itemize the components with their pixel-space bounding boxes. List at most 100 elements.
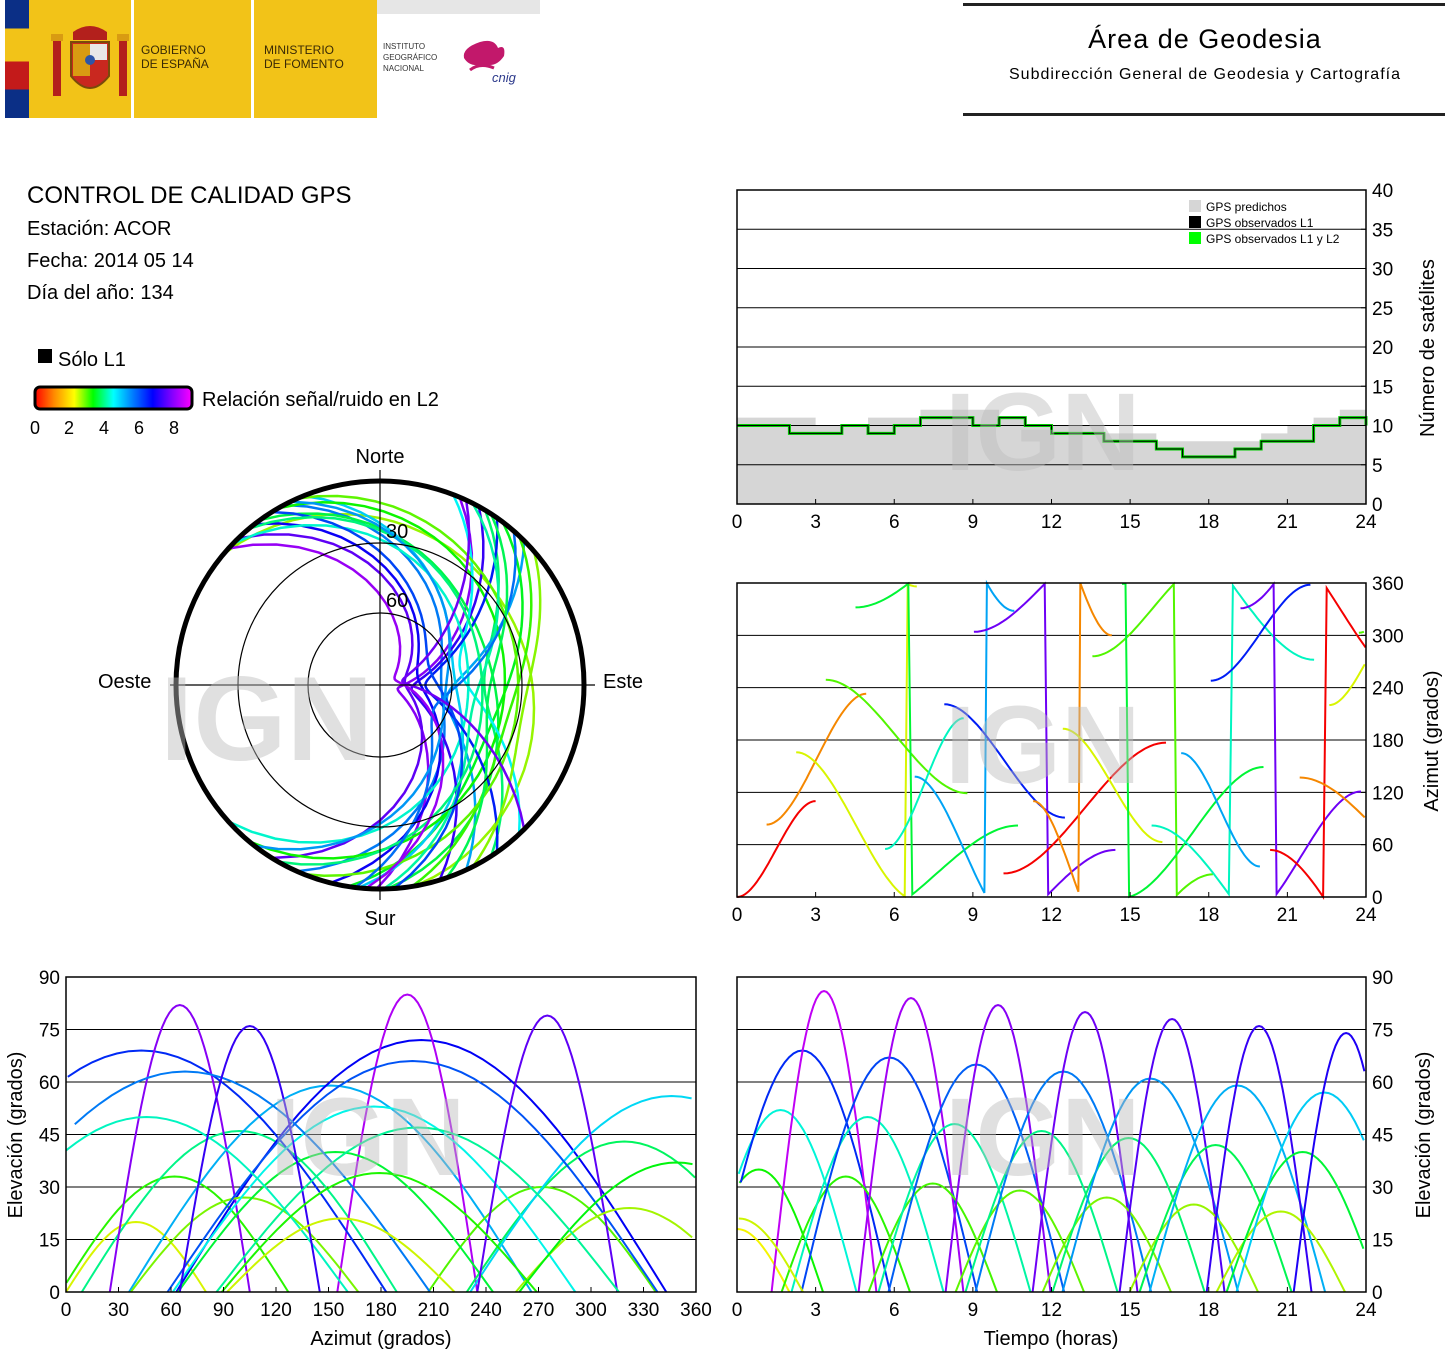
- legend-l1-label: GPS observados L1: [1206, 216, 1314, 230]
- elevation-time-xtick-label: 21: [1277, 1300, 1298, 1321]
- elevation-azimuth-track: [67, 1049, 388, 1293]
- banner-background: [5, 0, 377, 118]
- azimuth-time-xtick-label: 12: [1041, 905, 1062, 926]
- count-xtick-label: 6: [889, 512, 900, 533]
- elevation-azimuth-track: [108, 1003, 251, 1293]
- skyplot-track: [400, 499, 526, 830]
- azimuth-time-xtick-label: 15: [1120, 905, 1141, 926]
- azimuth-track: [766, 692, 867, 826]
- azimuth-time-xtick-label: 9: [968, 905, 979, 926]
- elevation-time-xlabel: Tiempo (horas): [984, 1328, 1119, 1350]
- elevation-time-xtick-label: 6: [889, 1300, 900, 1321]
- azimuth-track: [1210, 583, 1311, 682]
- elevation-azimuth-track: [177, 1150, 494, 1293]
- snr-colorbar: [33, 385, 194, 411]
- elevation-time-track: [770, 989, 878, 1293]
- legend-l1l2-label: GPS observados L1 y L2: [1206, 232, 1340, 246]
- azimuth-time-xtick-label: 6: [889, 905, 900, 926]
- count-xtick-label: 9: [968, 512, 979, 533]
- skyplot-track: [254, 500, 451, 851]
- elevation-azimuth-xtick-label: 60: [160, 1300, 181, 1321]
- elevation-azimuth-xtick-label: 90: [213, 1300, 234, 1321]
- count-xtick-label: 15: [1120, 512, 1141, 533]
- date-label: Fecha: 2014 05 14: [27, 250, 194, 272]
- azimuth-time-ytick-label: 120: [1372, 783, 1404, 804]
- elevation-time-track: [780, 1175, 911, 1293]
- count-xtick-label: 18: [1198, 512, 1219, 533]
- elevation-time-track: [964, 1129, 1119, 1293]
- legend-predicted-swatch: [1189, 200, 1201, 212]
- elevation-time-ytick-label: 0: [1372, 1283, 1383, 1304]
- elevation-azimuth-tracks: [65, 993, 696, 1293]
- elevation-azimuth-track: [166, 1059, 659, 1293]
- skyplot-track: [410, 506, 485, 881]
- elevation-time-track: [857, 996, 965, 1293]
- elevation-azimuth-track: [465, 1140, 696, 1293]
- count-ytick-label: 20: [1372, 338, 1393, 359]
- ign-line-1: INSTITUTO: [383, 42, 426, 51]
- azimuth-time-ytick-label: 360: [1372, 574, 1404, 595]
- header-rule-bottom: [963, 113, 1445, 116]
- elevation-azimuth-xtick-label: 360: [680, 1300, 712, 1321]
- azimuth-time-ytick-label: 180: [1372, 731, 1404, 752]
- azimuth-time-chart: IGN 0 60 120 180 240 300 360 0 3 6 9 12 15 18 21 24 Azi…: [732, 574, 1443, 926]
- skyplot-ring-label-30: 30: [386, 521, 408, 543]
- elevation-time-xtick-label: 12: [1041, 1300, 1062, 1321]
- elevation-time-track: [790, 1115, 945, 1293]
- elevation-time-ytick-label: 15: [1372, 1231, 1393, 1252]
- elevation-azimuth-watermark: IGN: [270, 1076, 466, 1199]
- skyplot-track: [228, 543, 445, 890]
- elevation-time-track: [737, 1108, 858, 1293]
- elevation-time-track: [944, 1003, 1052, 1293]
- elevation-time-track: [1138, 1143, 1293, 1293]
- count-xtick-label: 12: [1041, 512, 1062, 533]
- elevation-azimuth-track: [178, 1024, 321, 1293]
- elevation-azimuth-xtick-label: 240: [470, 1300, 502, 1321]
- skyplot-track: [248, 515, 484, 866]
- elevation-time-ticks: 0 15 30 45 60 75 90 0 3 6 9 12 15 18 21 24: [732, 968, 1393, 1321]
- observed-lines: [737, 416, 1368, 459]
- elevation-time-track: [1041, 1196, 1172, 1293]
- azimuth-time-grid: [737, 634, 1366, 846]
- header-rule-top: [963, 3, 1445, 6]
- count-xtick-label: 21: [1277, 512, 1298, 533]
- l1-only-label: Sólo L1: [58, 349, 126, 371]
- skyplot-track: [254, 522, 442, 885]
- elevation-time-xtick-label: 24: [1355, 1300, 1377, 1321]
- elevation-time-xtick-label: 0: [732, 1300, 743, 1321]
- elevation-azimuth-xtick-label: 300: [575, 1300, 607, 1321]
- elevation-azimuth-xtick-label: 120: [260, 1300, 292, 1321]
- elevation-time-watermark: IGN: [945, 1076, 1141, 1199]
- count-ytick-label: 15: [1372, 377, 1393, 398]
- azimuth-time-xtick-label: 0: [732, 905, 743, 926]
- azimuth-time-ticks: 0 60 120 180 240 300 360 0 3 6 9 12 15 18 21 24: [732, 574, 1404, 926]
- elevation-azimuth-track: [476, 1014, 619, 1293]
- elevation-azimuth-xtick-label: 180: [365, 1300, 397, 1321]
- snr-tick: 0: [30, 418, 40, 438]
- ministry-line-2: DE FOMENTO: [264, 57, 344, 71]
- elevation-time-ytick-label: 60: [1372, 1073, 1393, 1094]
- azimuth-track: [1121, 582, 1264, 899]
- elevation-time-xtick-label: 3: [810, 1300, 821, 1321]
- elevation-azimuth-xtick-label: 210: [418, 1300, 450, 1321]
- count-ylabel: Número de satélites: [1417, 259, 1439, 437]
- skyplot-track: [411, 535, 533, 888]
- elevation-azimuth-ylabel: Elevación (grados): [5, 1052, 27, 1219]
- azimuth-track: [884, 717, 964, 850]
- elevation-azimuth-ytick-label: 60: [39, 1073, 60, 1094]
- elevation-time-track: [1031, 1010, 1139, 1293]
- snr-tick: 8: [169, 418, 179, 438]
- elevation-azimuth-track: [80, 1129, 398, 1293]
- elevation-time-ytick-label: 45: [1372, 1126, 1393, 1147]
- elevation-azimuth-track: [518, 1161, 693, 1293]
- skyplot-track: [227, 523, 470, 844]
- azimuth-time-watermark: IGN: [945, 684, 1141, 807]
- azimuth-time-xtick-label: 24: [1355, 905, 1377, 926]
- coat-of-arms-icon: [51, 26, 129, 96]
- skyplot-chart: IGN Norte Sur Este Oeste 30 60: [98, 446, 643, 930]
- area-subtitle: Subdirección General de Geodesia y Carto…: [1009, 66, 1401, 83]
- elevation-azimuth-track: [128, 1084, 533, 1293]
- azimuth-track: [1033, 582, 1112, 893]
- elevation-azimuth-track: [65, 1220, 207, 1293]
- elevation-azimuth-ytick-label: 0: [49, 1283, 60, 1304]
